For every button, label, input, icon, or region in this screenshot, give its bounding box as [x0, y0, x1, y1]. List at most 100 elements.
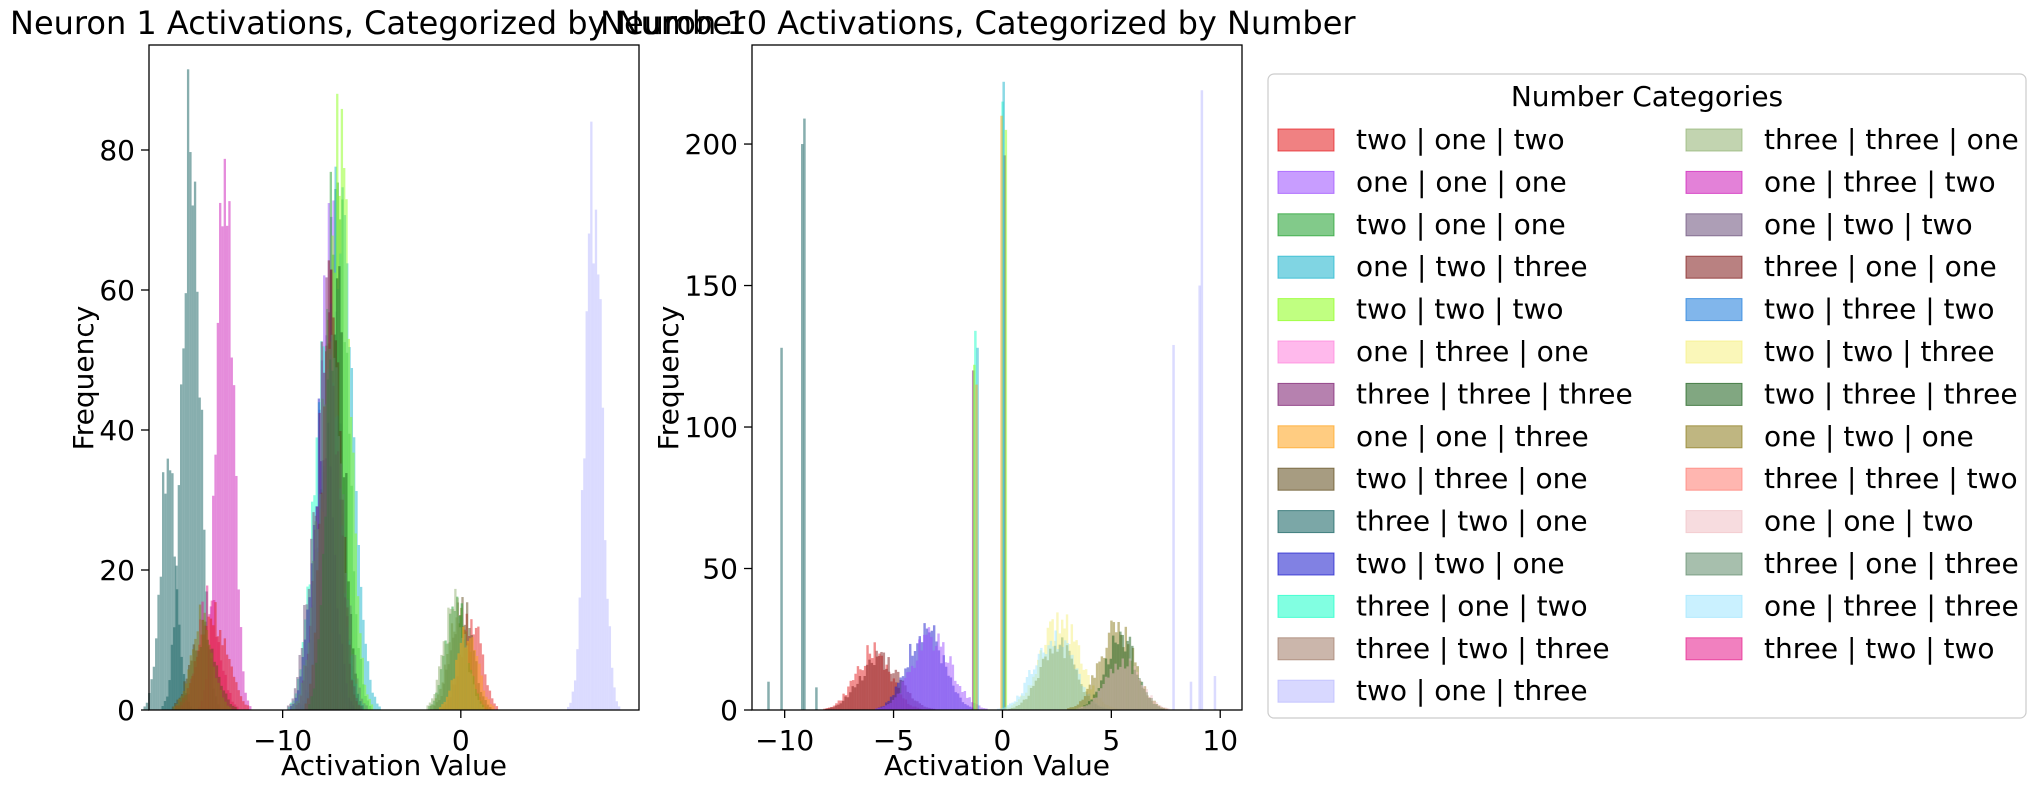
- legend-entry: three | two | three: [1277, 632, 1610, 665]
- histogram-bar: [908, 671, 911, 710]
- y-axis-label: Frequency: [67, 306, 100, 451]
- histogram-bar: [1016, 695, 1019, 710]
- histogram-bar: [232, 676, 236, 710]
- x-tick-label: −5: [873, 724, 914, 757]
- histogram-bar: [569, 702, 572, 710]
- histogram-bar: [208, 644, 211, 710]
- histogram-bar: [225, 225, 229, 710]
- histogram-bar: [305, 604, 308, 710]
- histogram-bar: [879, 707, 883, 710]
- legend-label: two | two | two: [1356, 293, 1564, 326]
- histogram-bar: [1067, 708, 1070, 710]
- histogram-bar: [232, 705, 235, 710]
- histogram-bar: [1143, 686, 1146, 710]
- histogram-bar: [289, 703, 292, 710]
- histogram-bar: [145, 702, 149, 710]
- histogram-bar: [1027, 695, 1030, 710]
- histogram-bar: [440, 654, 443, 710]
- histogram-bar: [442, 641, 445, 710]
- histogram-bar: [466, 640, 470, 710]
- histogram-bar: [368, 698, 371, 710]
- histogram-bar: [875, 650, 878, 710]
- histogram-bar: [184, 293, 187, 710]
- histogram-bar: [234, 706, 237, 710]
- legend-swatch: [1685, 467, 1743, 491]
- histogram-bar: [942, 642, 945, 710]
- histogram-bar: [373, 696, 377, 710]
- histogram-bar: [246, 705, 250, 710]
- series-one-one-two: [1076, 658, 1170, 710]
- histogram-bar: [1088, 684, 1092, 710]
- histogram-bar: [237, 589, 240, 710]
- legend-label: one | two | one: [1764, 420, 1974, 453]
- histogram-bar: [1023, 682, 1026, 710]
- histogram-bar: [567, 706, 570, 710]
- histogram-bar: [1065, 645, 1069, 710]
- histogram-bar: [428, 702, 432, 710]
- legend-label: one | three | three: [1764, 589, 2019, 622]
- histogram-bar: [611, 667, 614, 710]
- histogram-bar: [1164, 707, 1168, 710]
- histogram-bar: [592, 263, 595, 710]
- histogram-bar: [193, 181, 197, 711]
- histogram-bar: [305, 659, 308, 710]
- histogram-bar: [851, 686, 854, 710]
- histogram-bar: [492, 705, 495, 710]
- histogram-bar: [369, 679, 372, 710]
- histogram-bar: [841, 700, 845, 710]
- legend-swatch: [1277, 255, 1335, 279]
- series-one-one-three: [438, 626, 495, 710]
- histogram-bar: [873, 665, 876, 710]
- histogram-bar: [296, 701, 299, 710]
- histogram-bar: [351, 653, 354, 710]
- histogram-bar: [215, 677, 218, 710]
- histogram-bar: [426, 705, 429, 710]
- histogram-bar: [1121, 658, 1124, 710]
- histogram-bar: [337, 436, 341, 710]
- x-tick-label: −10: [253, 724, 312, 757]
- histogram-bar: [242, 671, 245, 710]
- legend-entry: two | three | three: [1685, 377, 2018, 410]
- histogram-bar: [224, 701, 227, 710]
- histogram-bar: [594, 209, 598, 710]
- neuron-1-histogram: Neuron 1 Activations, Categorized by Num…: [10, 4, 746, 782]
- histogram-bar: [803, 118, 806, 710]
- histogram-bar: [1010, 708, 1014, 710]
- histogram-bar: [223, 158, 226, 711]
- histogram-bar: [1189, 681, 1193, 710]
- legend-swatch: [1685, 510, 1743, 534]
- histogram-bar: [1006, 705, 1009, 710]
- legend-swatch: [1277, 382, 1335, 406]
- histogram-bar: [189, 152, 192, 711]
- legend-swatch: [1685, 382, 1743, 406]
- histogram-bar: [887, 657, 890, 710]
- histogram-bar: [870, 662, 874, 710]
- legend-label: two | two | one: [1356, 547, 1565, 580]
- histogram-bar: [608, 626, 612, 710]
- histogram-bar: [219, 202, 222, 710]
- histogram-bar: [298, 654, 301, 710]
- histogram-bar: [307, 642, 310, 710]
- histogram-bar: [196, 631, 199, 710]
- histogram-bar: [1095, 663, 1099, 710]
- histogram-bar: [1037, 678, 1040, 710]
- histogram-bar: [978, 705, 981, 710]
- histogram-bar: [166, 458, 169, 710]
- histogram-bar: [321, 398, 324, 710]
- histogram-bar: [949, 656, 952, 710]
- histogram-bar: [454, 588, 457, 710]
- legend-entry: two | two | one: [1277, 547, 1565, 580]
- histogram-bar: [445, 696, 449, 710]
- legend-entry: two | three | one: [1277, 462, 1588, 495]
- legend-label: one | one | two: [1764, 505, 1974, 538]
- histogram-bar: [1018, 696, 1021, 710]
- histogram-bar: [1155, 702, 1158, 710]
- histogram-bar: [1111, 673, 1115, 710]
- histogram-bar: [219, 689, 223, 710]
- histogram-bar: [464, 647, 467, 710]
- histogram-bar: [1128, 658, 1132, 710]
- histogram-bar: [1116, 669, 1120, 710]
- histogram-bar: [1119, 666, 1122, 710]
- histogram-bar: [932, 650, 935, 710]
- legend-swatch: [1685, 340, 1743, 364]
